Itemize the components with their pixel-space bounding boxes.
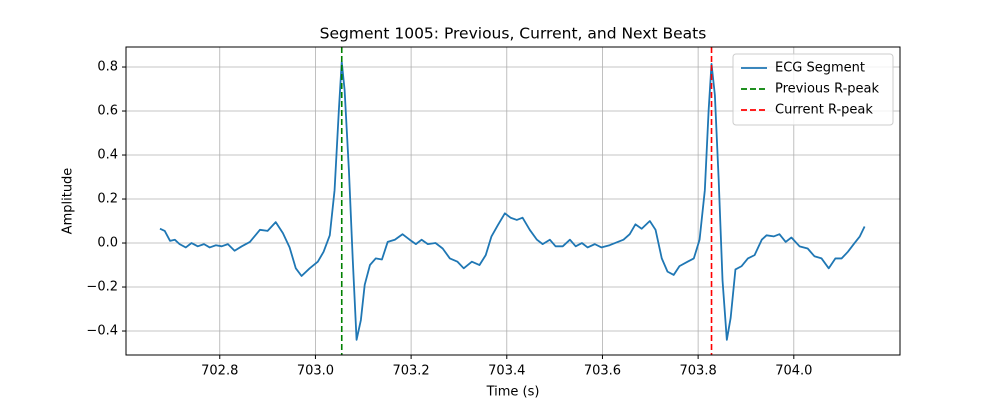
legend-label: Current R-peak <box>775 103 873 118</box>
x-tick-label: 703.8 <box>680 364 717 379</box>
legend-label: ECG Segment <box>775 61 865 76</box>
y-tick-label: 0.2 <box>97 192 118 207</box>
chart-title: Segment 1005: Previous, Current, and Nex… <box>320 25 707 43</box>
x-axis-label: Time (s) <box>486 385 540 400</box>
y-tick-label: −0.4 <box>86 324 118 339</box>
y-tick-label: 0.4 <box>97 148 118 163</box>
legend-box <box>732 53 894 126</box>
x-tick-label: 703.2 <box>392 364 429 379</box>
y-axis-label: Amplitude <box>61 168 76 235</box>
y-tick-label: −0.2 <box>86 280 118 295</box>
plot-frame <box>125 46 901 356</box>
x-tick-label: 702.8 <box>201 364 238 379</box>
data-line <box>159 61 866 341</box>
y-tick-label: 0.6 <box>97 104 118 119</box>
x-tick-label: 703.0 <box>297 364 334 379</box>
x-tick-label: 703.4 <box>488 364 525 379</box>
x-tick-label: 703.6 <box>584 364 621 379</box>
y-tick-label: 0.0 <box>97 236 118 251</box>
x-tick-label: 704.0 <box>775 364 812 379</box>
legend-label: Previous R-peak <box>775 82 879 97</box>
y-tick-label: 0.8 <box>97 60 118 75</box>
